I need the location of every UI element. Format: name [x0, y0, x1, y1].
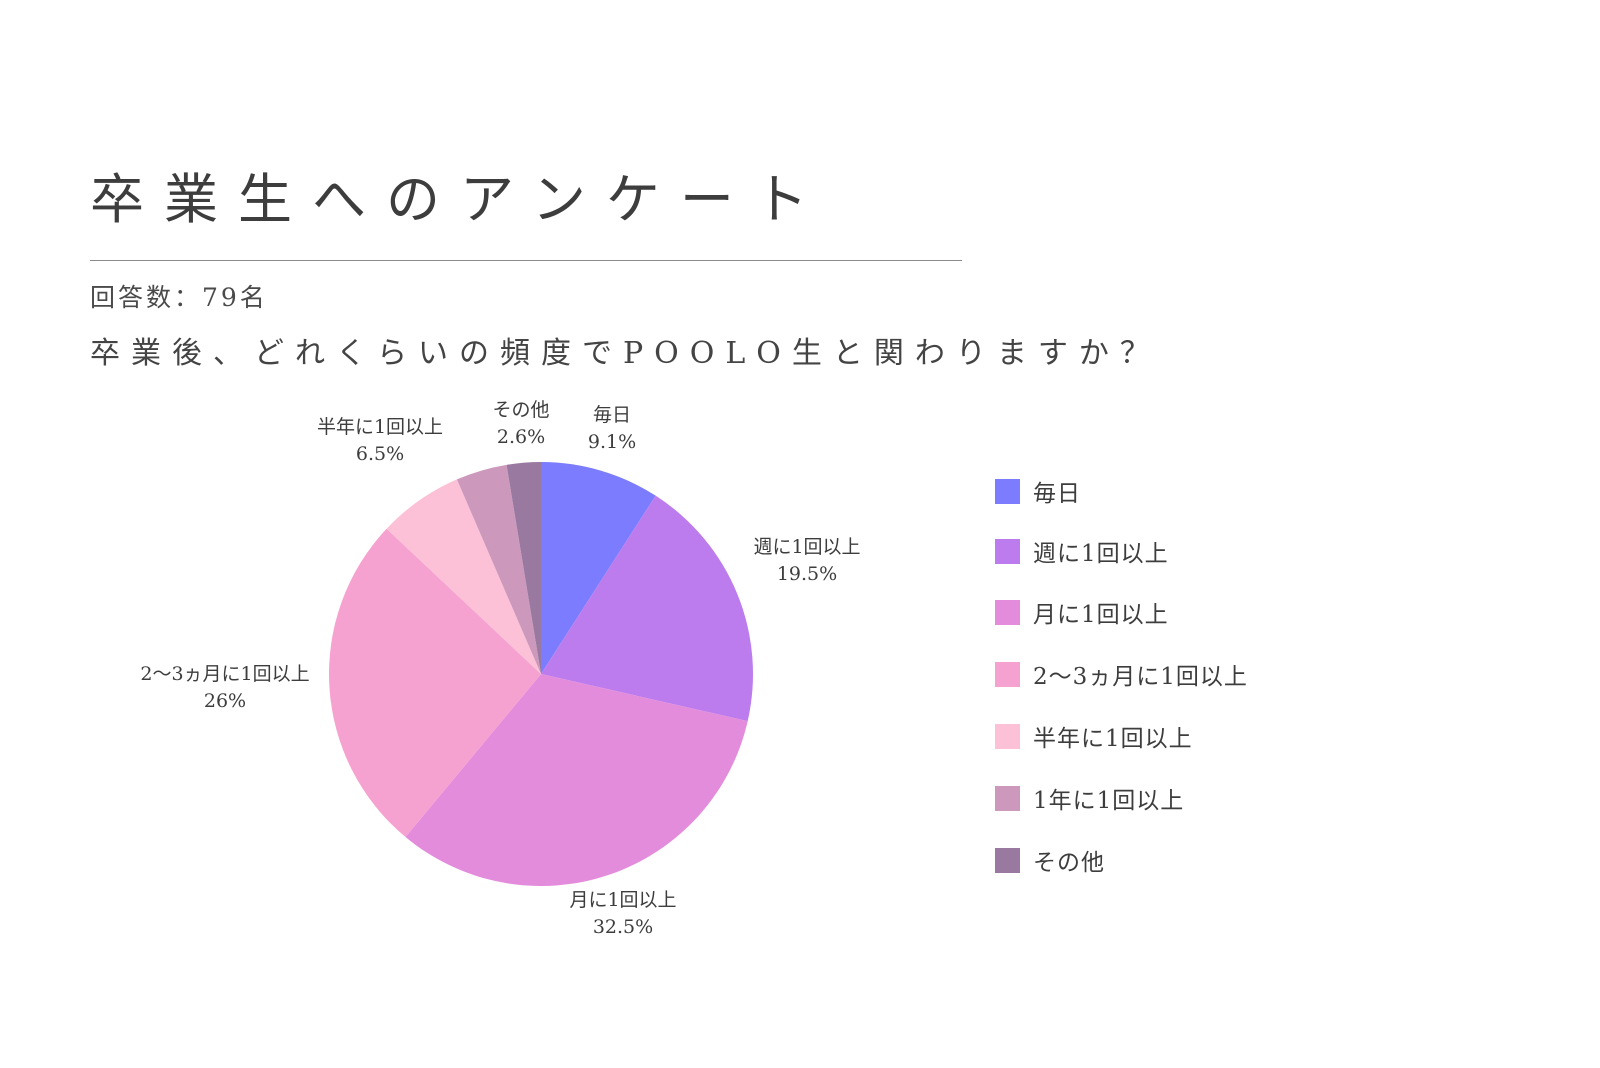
page-title: 卒業生へのアンケート — [90, 168, 828, 231]
legend-swatch — [995, 785, 1020, 811]
pie-slice — [405, 674, 748, 886]
legend-label: その他 — [1033, 850, 1105, 876]
legend-item: 毎日 — [995, 476, 1081, 507]
legend-label: 月に1回以上 — [1033, 602, 1169, 628]
slice-value-label: 26% — [204, 690, 246, 712]
legend-item: 週に1回以上 — [995, 536, 1169, 567]
legend-label: 半年に1回以上 — [1033, 726, 1193, 752]
legend-swatch — [995, 538, 1020, 564]
legend-label: 毎日 — [1033, 481, 1081, 507]
legend-swatch — [995, 847, 1020, 873]
title-divider — [90, 260, 962, 261]
slice-category-label: 2〜3ヵ月に1回以上 — [140, 663, 309, 685]
slice-value-label: 9.1% — [588, 431, 636, 453]
legend-item: 月に1回以上 — [995, 597, 1169, 628]
slice-value-label: 32.5% — [593, 916, 653, 938]
pie-slices — [329, 462, 753, 886]
legend-swatch — [995, 478, 1020, 504]
legend-swatch — [995, 661, 1020, 687]
legend-label: 2〜3ヵ月に1回以上 — [1033, 664, 1248, 690]
legend-swatch — [995, 599, 1020, 625]
slice-category-label: 月に1回以上 — [569, 889, 676, 911]
slice-value-label: 6.5% — [356, 443, 404, 465]
legend-label: 週に1回以上 — [1033, 541, 1169, 567]
legend-label: 1年に1回以上 — [1033, 788, 1185, 814]
legend-item: その他 — [995, 845, 1105, 876]
survey-question: 卒業後、どれくらいの頻度でPOOLO生と関わりますか？ — [90, 336, 1161, 371]
slice-value-label: 19.5% — [777, 563, 837, 585]
legend-item: 半年に1回以上 — [995, 721, 1193, 752]
pie-slice — [506, 462, 541, 674]
response-count: 回答数：79名 — [90, 283, 268, 312]
slice-category-label: その他 — [492, 399, 549, 421]
slice-category-label: 半年に1回以上 — [317, 416, 443, 438]
pie-slice — [386, 479, 541, 674]
legend-item: 1年に1回以上 — [995, 783, 1185, 814]
pie-slice — [329, 528, 541, 838]
legend-item: 2〜3ヵ月に1回以上 — [995, 659, 1248, 690]
slice-category-label: 毎日 — [593, 404, 631, 426]
slice-category-label: 週に1回以上 — [753, 536, 860, 558]
slice-value-label: 2.6% — [497, 426, 545, 448]
pie-slice — [541, 462, 656, 674]
pie-slice — [456, 464, 541, 674]
pie-slice — [541, 495, 753, 722]
pie-slice-labels: 毎日 9.1% 週に1回以上 19.5% 月に1回以上 32.5% 2〜3ヵ月に1回以上 26… — [140, 399, 860, 938]
legend-swatch — [995, 723, 1020, 749]
